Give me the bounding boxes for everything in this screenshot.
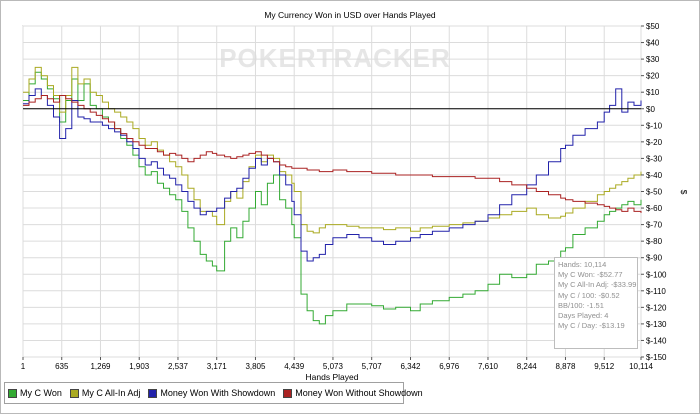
chart-legend: My C Won My C All-In Adj Money Won With … (4, 382, 423, 404)
y-tick-label: $-70 (646, 221, 663, 230)
legend-swatch-green (8, 388, 17, 398)
chart-title: My Currency Won in USD over Hands Played (264, 10, 436, 20)
y-tick-label: $50 (646, 22, 660, 31)
legend-swatch-red (283, 388, 293, 398)
y-tick-label: $-20 (646, 138, 663, 147)
x-tick-label: 1,269 (90, 362, 111, 371)
x-tick-label: 635 (55, 362, 69, 371)
x-tick-label: 7,610 (478, 362, 499, 371)
y-tick-label: $40 (646, 39, 660, 48)
stat-row-per-day: My C / Day: -$13.19 (558, 321, 625, 331)
stat-row-hands: Hands: 10,114 (558, 260, 607, 269)
stat-row-per100: My C / 100: -$0.52 (558, 290, 620, 300)
y-tick-label: $30 (646, 55, 660, 64)
x-axis-ticks: 1 635 1,269 1,903 2,537 3,171 3,805 4,439 5,073 5… (21, 357, 653, 371)
y-tick-label: $-10 (646, 121, 663, 130)
stat-row-won: My C Won: -$52.77 (558, 270, 623, 280)
y-tick-label: $-120 (646, 303, 667, 312)
x-tick-label: 10,114 (629, 362, 653, 371)
x-tick-label: 1 (21, 362, 26, 371)
x-tick-label: 2,537 (168, 362, 189, 371)
legend-label: My C All-In Adj (81, 388, 141, 398)
x-tick-label: 1,903 (129, 362, 150, 371)
y-tick-label: $-130 (646, 320, 667, 329)
legend-item-all-in-adj[interactable]: My C All-In Adj (69, 388, 141, 398)
watermark-logo: POKERTRACKER (219, 43, 451, 73)
x-tick-label: 3,171 (207, 362, 228, 371)
series-line-3 (23, 95, 642, 213)
x-tick-label: 8,878 (555, 362, 576, 371)
stat-row-days: Days Played: 4 (558, 311, 609, 321)
legend-label: Money Won With Showdown (160, 388, 276, 398)
legend-label: Money Won Without Showdown (295, 388, 423, 398)
x-tick-label: 3,805 (245, 362, 266, 371)
series-line-0 (23, 71, 642, 325)
series-layer (23, 66, 642, 325)
y-tick-label: $-140 (646, 336, 667, 345)
horizontal-gridlines (23, 25, 641, 358)
x-tick-label: 5,707 (362, 362, 383, 371)
legend-item-my-c-won[interactable]: My C Won (8, 388, 62, 398)
y-tick-label: $-50 (646, 188, 663, 197)
y-tick-label: $-90 (646, 254, 663, 263)
x-tick-label: 8,244 (517, 362, 538, 371)
y-tick-label: $-40 (646, 171, 663, 180)
x-tick-label: 4,439 (284, 362, 305, 371)
legend-label: My C Won (20, 388, 62, 398)
stat-row-bb100: BB/100: -1.51 (558, 300, 604, 310)
x-axis-label: Hands Played (306, 372, 359, 382)
y-tick-label: $-110 (646, 287, 666, 296)
stat-row-allin: My C All-In Adj: -$33.99 (558, 280, 637, 290)
x-tick-label: 6,976 (439, 362, 460, 371)
legend-item-without-showdown[interactable]: Money Won Without Showdown (283, 388, 423, 398)
legend-swatch-blue (148, 388, 158, 398)
y-tick-label: $10 (646, 88, 660, 97)
x-tick-label: 9,512 (594, 362, 615, 371)
x-tick-label: 6,342 (400, 362, 421, 371)
y-tick-label: $-60 (646, 204, 663, 213)
legend-swatch-olive (69, 388, 79, 398)
y-tick-label: $-150 (646, 353, 667, 362)
x-tick-label: 5,073 (323, 362, 344, 371)
y-tick-label: $-80 (646, 237, 663, 246)
stats-summary-box: Hands: 10,114 My C Won: -$52.77 My C All… (554, 257, 638, 349)
y-axis-label: $ (679, 190, 689, 195)
y-tick-label: $0 (646, 105, 655, 114)
y-tick-label: $20 (646, 72, 660, 81)
y-axis-ticks: $50 $40 $30 $20 $10 $0 $-10 $-20 $-30 $-40 $-50 $-6… (641, 22, 667, 362)
y-tick-label: $-100 (646, 270, 667, 279)
legend-item-with-showdown[interactable]: Money Won With Showdown (148, 388, 275, 398)
y-tick-label: $-30 (646, 154, 663, 163)
